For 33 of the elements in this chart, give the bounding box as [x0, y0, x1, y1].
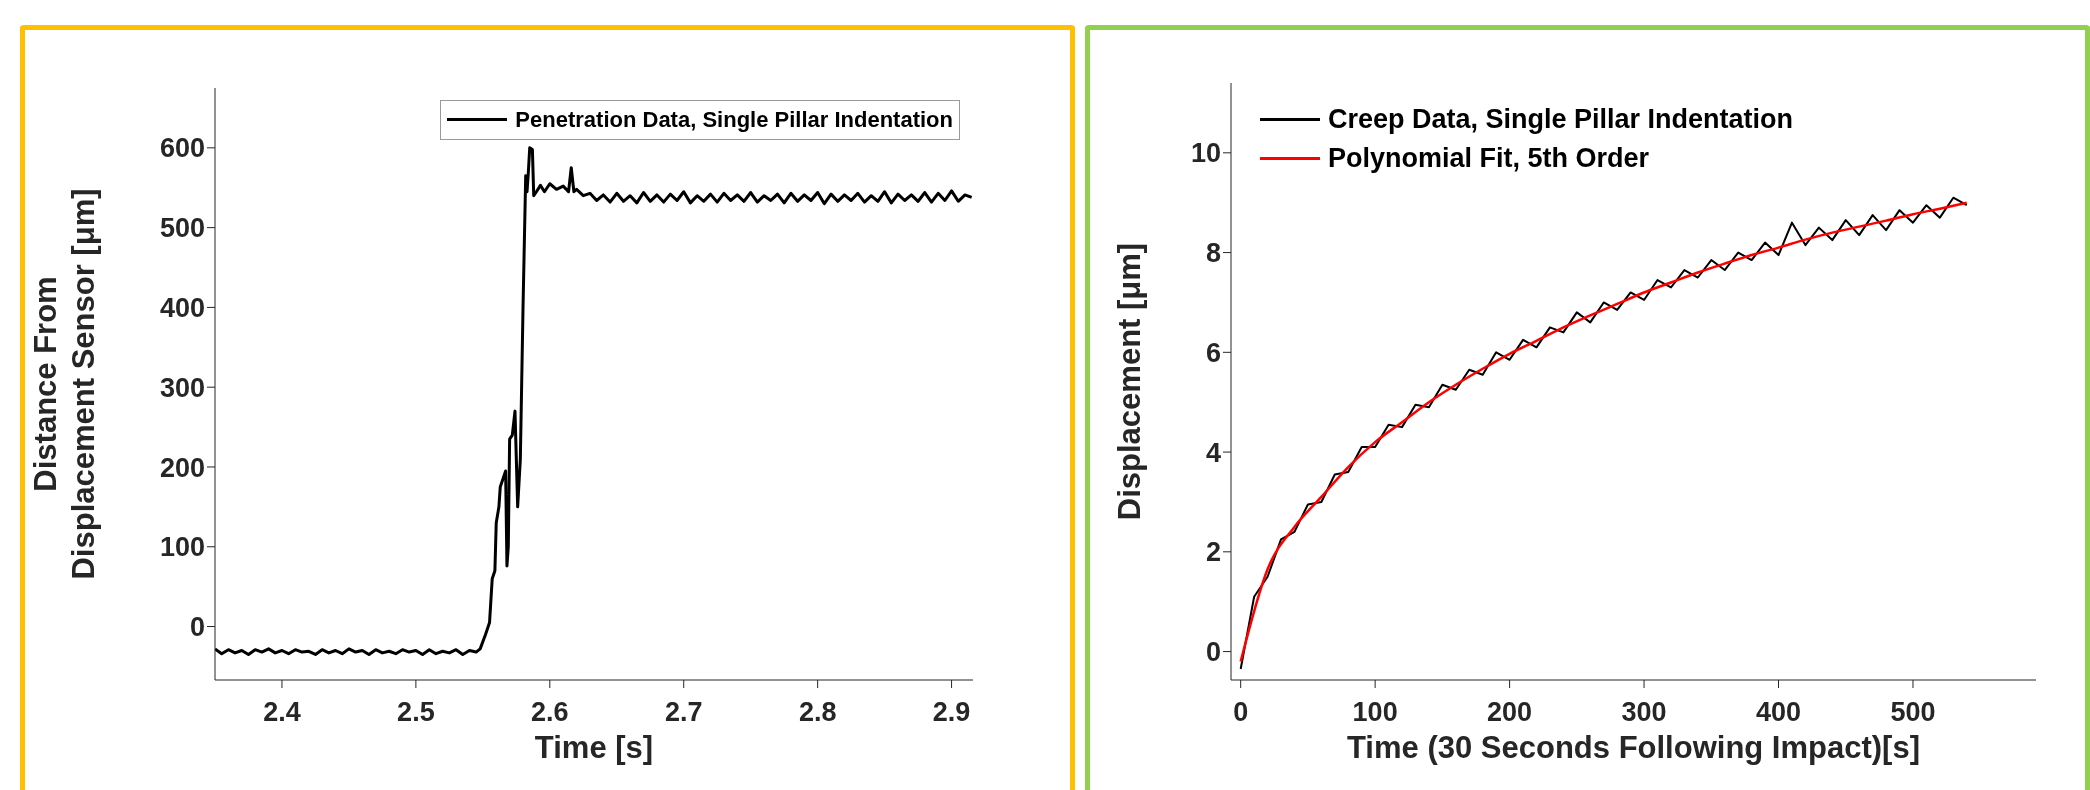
x-tick-label: 2.8 [798, 697, 837, 728]
legend-label: Penetration Data, Single Pillar Indentation [515, 106, 953, 134]
x-tick-label: 400 [1755, 697, 1802, 728]
x-tick-label: 2.4 [263, 697, 301, 728]
y-tick-label: 6 [1205, 337, 1221, 368]
y-tick-label: 400 [159, 292, 205, 323]
legend-label: Creep Data, Single Pillar Indentation [1328, 103, 1794, 136]
x-tick-label: 500 [1890, 697, 1936, 728]
y-tick-label: 0 [189, 612, 205, 643]
y-tick-label: 500 [159, 213, 205, 244]
x-tick-label: 0 [1233, 697, 1249, 728]
x-tick-label: 2.6 [531, 697, 569, 728]
y-tick-label: 0 [1205, 637, 1221, 668]
x-tick-label: 2.7 [664, 697, 703, 728]
y-tick-label: 600 [159, 133, 205, 164]
x-axis-title: Time (30 Seconds Following Impact)[s] [1346, 730, 1921, 765]
y-tick-label: 8 [1205, 238, 1221, 269]
y-tick-label: 10 [1190, 138, 1221, 169]
y-tick-label: 100 [159, 532, 205, 563]
y-tick-label: 200 [159, 452, 205, 483]
x-tick-label: 300 [1621, 697, 1667, 728]
y-axis-title: Distance From Displacement Sensor [μm] [28, 188, 101, 580]
y-tick-label: 4 [1205, 437, 1221, 468]
x-tick-label: 2.5 [397, 697, 435, 728]
y-tick-label: 2 [1205, 537, 1221, 568]
y-axis-title: Displacement [μm] [1112, 242, 1147, 521]
y-tick-label: 300 [159, 372, 205, 403]
x-tick-label: 2.9 [932, 697, 971, 728]
x-tick-label: 200 [1487, 697, 1533, 728]
x-axis-title: Time [s] [534, 730, 654, 765]
line-series [215, 146, 973, 656]
legend-label: Polynomial Fit, 5th Order [1328, 142, 1650, 176]
x-tick-label: 100 [1352, 697, 1398, 728]
